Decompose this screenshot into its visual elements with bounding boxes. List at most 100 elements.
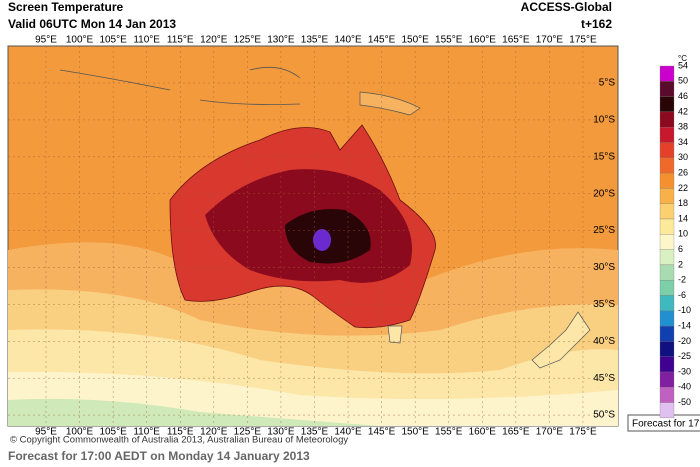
colorbar-swatch bbox=[659, 310, 675, 327]
colorbar-swatch bbox=[659, 65, 675, 82]
lon-label: 165°E bbox=[502, 427, 530, 438]
lon-label: 110°E bbox=[133, 427, 160, 438]
lat-label: 10°S bbox=[593, 115, 615, 126]
colorbar-swatch bbox=[659, 81, 675, 97]
lon-label: 140°E bbox=[334, 427, 362, 438]
lon-label: 160°E bbox=[469, 35, 497, 46]
colorbar-label: 38 bbox=[678, 122, 688, 132]
lon-label: 110°E bbox=[133, 35, 160, 46]
island-outline bbox=[59, 66, 301, 105]
colorbar-swatch bbox=[659, 325, 675, 342]
lon-label: 140°E bbox=[334, 35, 362, 46]
colorbar-unit: °C bbox=[678, 54, 687, 63]
colorbar-swatch bbox=[659, 172, 675, 189]
colorbar-swatch bbox=[659, 341, 675, 357]
lon-label: 165°E bbox=[502, 35, 530, 46]
lat-label: 25°S bbox=[593, 225, 615, 236]
colorbar-swatch bbox=[659, 188, 675, 204]
lead-time: t+162 bbox=[581, 17, 612, 31]
model-name: ACCESS-Global bbox=[521, 0, 612, 14]
temp-band bbox=[8, 398, 380, 426]
lon-label: 170°E bbox=[536, 35, 564, 46]
lon-label: 150°E bbox=[401, 427, 429, 438]
colorbar-label: -20 bbox=[678, 336, 691, 346]
lon-label: 150°E bbox=[401, 35, 429, 46]
lon-label: 135°E bbox=[301, 35, 329, 46]
colorbar-swatch bbox=[659, 295, 675, 311]
colorbar-swatch bbox=[659, 111, 675, 128]
lat-label: 40°S bbox=[593, 336, 615, 347]
lat-label: 50°S bbox=[593, 410, 615, 421]
colorbar-swatch bbox=[659, 249, 675, 266]
colorbar-label: 50 bbox=[678, 76, 688, 86]
valid-time: Valid 06UTC Mon 14 Jan 2013 bbox=[8, 17, 176, 31]
lon-label: 175°E bbox=[569, 427, 597, 438]
lon-label: 155°E bbox=[435, 427, 463, 438]
lon-label: 145°E bbox=[368, 427, 396, 438]
lat-label: 35°S bbox=[593, 299, 615, 310]
colorbar-swatch bbox=[659, 218, 675, 235]
lon-label: 145°E bbox=[368, 35, 396, 46]
lon-label: 95°E bbox=[35, 427, 57, 438]
lon-label: 135°E bbox=[301, 427, 329, 438]
tooltip: Forecast for 17 bbox=[632, 419, 700, 430]
colorbar-label: 10 bbox=[678, 229, 688, 239]
colorbar-label: 26 bbox=[678, 167, 688, 177]
colorbar-label: 22 bbox=[678, 183, 688, 193]
colorbar-label: 54 bbox=[678, 60, 688, 70]
tasmania bbox=[387, 325, 403, 344]
colorbar-label: -50 bbox=[678, 397, 691, 407]
colorbar-swatch bbox=[659, 402, 675, 419]
colorbar-label: -40 bbox=[678, 382, 691, 392]
lat-label: 5°S bbox=[599, 78, 616, 89]
colorbar-label: -2 bbox=[678, 275, 686, 285]
lon-label: 170°E bbox=[536, 427, 564, 438]
colorbar-label: 42 bbox=[678, 106, 688, 116]
lon-label: 120°E bbox=[200, 427, 228, 438]
lon-label: 155°E bbox=[435, 35, 463, 46]
colorbar-label: -30 bbox=[678, 366, 691, 376]
colorbar-label: 6 bbox=[678, 244, 683, 254]
lon-label: 115°E bbox=[167, 35, 194, 46]
colorbar-swatch bbox=[659, 280, 675, 296]
lat-label: 45°S bbox=[593, 373, 615, 384]
colorbar-swatch bbox=[659, 264, 675, 281]
lon-label: 125°E bbox=[234, 35, 262, 46]
lat-label: 15°S bbox=[593, 151, 615, 162]
new-guinea bbox=[359, 91, 421, 116]
new-zealand bbox=[531, 311, 591, 369]
colorbar-swatch bbox=[659, 371, 675, 388]
colorbar-swatch bbox=[659, 234, 675, 250]
colorbar-swatch bbox=[659, 96, 675, 113]
colorbar-swatch bbox=[659, 356, 675, 373]
copyright: © Copyright Commonwealth of Australia 20… bbox=[10, 435, 348, 446]
colorbar-label: 30 bbox=[678, 152, 688, 162]
lon-label: 130°E bbox=[267, 427, 295, 438]
lat-label: 30°S bbox=[593, 262, 615, 273]
colorbar-label: 14 bbox=[678, 213, 688, 223]
map bbox=[7, 45, 619, 427]
colorbar-label: -25 bbox=[678, 351, 691, 361]
colorbar-swatch bbox=[659, 203, 675, 220]
colorbar-label: -6 bbox=[678, 290, 686, 300]
colorbar-label: 34 bbox=[678, 137, 688, 147]
caption: Forecast for 17:00 AEDT on Monday 14 Jan… bbox=[8, 449, 310, 463]
lon-label: 175°E bbox=[569, 35, 597, 46]
colorbar-label: 18 bbox=[678, 198, 688, 208]
lon-label: 100°E bbox=[66, 35, 94, 46]
lon-label: 105°E bbox=[99, 35, 127, 46]
lon-label: 105°E bbox=[99, 427, 127, 438]
colorbar-swatch bbox=[659, 142, 675, 158]
title: Screen Temperature bbox=[8, 0, 123, 14]
lon-label: 125°E bbox=[234, 427, 262, 438]
colorbar-label: 46 bbox=[678, 91, 688, 101]
colorbar-swatch bbox=[659, 127, 675, 143]
lon-label: 120°E bbox=[200, 35, 228, 46]
colorbar-swatch bbox=[659, 387, 675, 403]
lon-label: 160°E bbox=[469, 427, 497, 438]
colorbar-label: 2 bbox=[678, 259, 683, 269]
lon-label: 115°E bbox=[167, 427, 194, 438]
colorbar-label: -14 bbox=[678, 320, 691, 330]
lat-label: 20°S bbox=[593, 188, 615, 199]
